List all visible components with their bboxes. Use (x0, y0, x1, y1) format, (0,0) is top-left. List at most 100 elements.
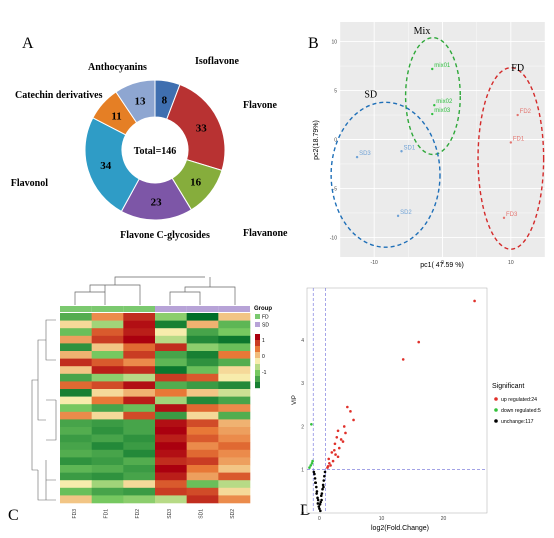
heatmap-cell (91, 358, 124, 367)
heatmap-cell (60, 373, 92, 382)
heatmap-cell (123, 465, 156, 473)
heatmap-cell (91, 411, 124, 420)
pca-y-axis-label: pc2(18.79%) (313, 120, 320, 160)
heatmap-cell (186, 434, 219, 443)
pca-group-ellipses: Mix SD FD (330, 26, 545, 250)
heatmap-legend: Group FD SD 1 0 -1 (254, 306, 272, 389)
vip-point (318, 503, 322, 506)
heatmap-legend-title: Group (254, 306, 272, 312)
heatmap-cell (91, 328, 124, 337)
vip-point (308, 466, 311, 469)
vip-point (320, 492, 324, 495)
heatmap-cell (155, 411, 187, 420)
vip-point (327, 457, 331, 461)
panel-label-c: C (8, 507, 19, 524)
heatmap-cell (155, 449, 187, 458)
pca-point-label: mix01 (434, 63, 451, 69)
pca-ellipse-mix (404, 36, 461, 156)
heatmap-cell (186, 411, 219, 420)
heatmap-cell (218, 396, 251, 405)
heatmap-cell (60, 442, 92, 451)
heatmap-scale-step (255, 382, 260, 389)
heatmap-cell (218, 487, 251, 496)
heatmap-cell (123, 366, 156, 375)
heatmap-cell (60, 419, 92, 428)
heatmap-scale-step (255, 346, 260, 353)
heatmap-cell (155, 480, 187, 489)
pca-point-label: mix03 (434, 108, 451, 114)
heatmap-cell (60, 343, 92, 352)
heatmap-cell (91, 434, 124, 443)
pca-point (431, 67, 434, 71)
heatmap-cell (218, 351, 251, 359)
pca-points: mix01 mix02 mix03 SD1 SD2 SD3 FD1 FD2 FD3 (355, 63, 532, 220)
heatmap-cell (60, 427, 92, 435)
heatmap-cell (218, 495, 251, 504)
donut-slice-value: 8 (162, 94, 168, 106)
heatmap-cell (91, 396, 124, 405)
vip-point (333, 448, 336, 452)
heatmap-cell (91, 366, 124, 375)
heatmap-cell (91, 465, 124, 473)
pca-y-tick-label: 5 (334, 89, 337, 95)
heatmap-scale-step (255, 340, 260, 347)
heatmap-cell (186, 358, 219, 367)
heatmap-cell (60, 335, 92, 344)
vip-point (344, 431, 347, 435)
vip-y-tick-label: 0 (301, 511, 304, 517)
vip-y-tick-label: 1 (301, 468, 304, 474)
vip-point (321, 487, 324, 491)
heatmap-cell (155, 442, 187, 451)
heatmap-cell (186, 427, 219, 435)
heatmap-cell (186, 487, 219, 496)
heatmap-cell (91, 373, 124, 382)
heatmap-legend-swatch (255, 322, 260, 327)
heatmap-cell (155, 472, 187, 481)
heatmap-cell (123, 480, 156, 489)
pca-x-tick-label: 10 (508, 260, 514, 266)
heatmap-cell (60, 480, 92, 489)
donut-slice-label: Flavanone (243, 228, 288, 239)
donut-slice-label: Flavone (243, 100, 277, 111)
vip-x-tick-label: 0 (318, 516, 321, 522)
heatmap-cell (155, 351, 187, 359)
heatmap-cell (186, 335, 219, 344)
vip-point (322, 479, 326, 482)
vip-point (352, 418, 355, 422)
vip-point (322, 485, 325, 489)
heatmap-cell (91, 472, 124, 481)
vip-point (326, 464, 330, 468)
vip-point (316, 496, 319, 500)
heatmap-cell (155, 381, 187, 390)
heatmap-cell (91, 480, 124, 489)
vip-point (315, 485, 318, 489)
heatmap-cell (60, 449, 92, 458)
heatmap-cell (123, 472, 156, 481)
vip-point (311, 459, 314, 463)
heatmap-cell (60, 366, 92, 375)
heatmap-cell (186, 472, 219, 481)
heatmap-cell (155, 434, 187, 443)
vip-point (342, 425, 346, 428)
vip-point (336, 429, 340, 433)
heatmap-cell (91, 381, 124, 390)
heatmap-cell (60, 396, 92, 405)
donut-slice-value: 16 (190, 177, 202, 189)
row-dendrogram (31, 319, 57, 501)
vip-point (316, 498, 320, 502)
heatmap-cell (155, 358, 187, 367)
heatmap-cell (91, 404, 124, 413)
heatmap-cell (60, 328, 92, 337)
heatmap-scale-step (255, 358, 260, 365)
group-bar-cell (123, 306, 155, 312)
pca-y-tick-label: 0 (334, 138, 337, 144)
heatmap-cell (186, 465, 219, 473)
vip-point (320, 498, 323, 502)
vip-point (335, 435, 339, 439)
vip-point (334, 453, 337, 456)
heatmap-cell (123, 495, 156, 504)
heatmap-cell (155, 419, 187, 428)
vip-point (401, 358, 405, 361)
heatmap-cell (218, 328, 251, 337)
